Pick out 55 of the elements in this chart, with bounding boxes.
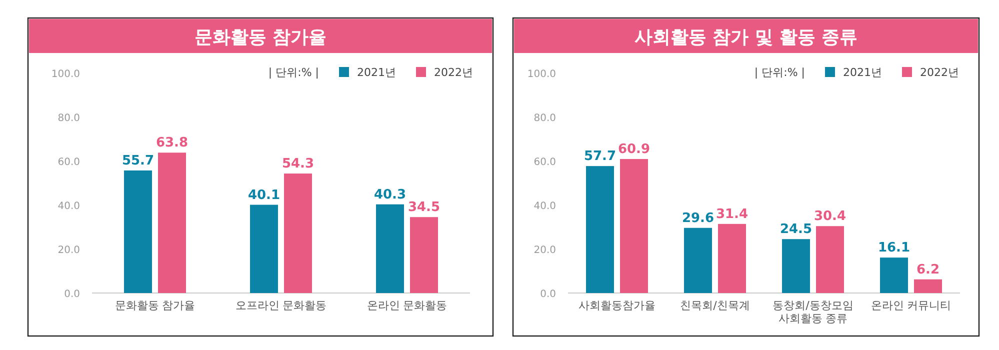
data-label: 16.1 (878, 240, 910, 256)
y-tick-label: 80.0 (58, 113, 80, 124)
legend-label: 2021년 (843, 66, 882, 79)
data-label: 24.5 (780, 222, 812, 238)
x-tick-label: 동창회/동창모임 사회활동 종류 (772, 299, 854, 325)
legend-label: 2022년 (920, 66, 959, 79)
x-tick-label: 오프라인 문화활동 (235, 299, 327, 312)
bar (158, 152, 186, 293)
x-tick-label: 온라인 커뮤니티 (870, 299, 952, 312)
legend-label: 2022년 (434, 66, 473, 79)
y-tick-label: 40.0 (58, 201, 80, 212)
x-tick-label: 문화활동 참가율 (114, 299, 196, 312)
y-tick-label: 100.0 (51, 69, 80, 80)
data-label: 6.2 (916, 262, 940, 278)
data-label: 29.6 (682, 210, 714, 226)
data-label: 30.4 (814, 209, 846, 224)
annotation: | 단위:% | (268, 66, 319, 79)
data-label: 57.7 (584, 149, 616, 164)
y-tick-label: 60.0 (534, 157, 556, 168)
bar (914, 279, 942, 293)
bar (684, 228, 712, 293)
bar (718, 224, 746, 293)
y-tick-label: 20.0 (534, 245, 556, 256)
data-label: 34.5 (408, 200, 440, 216)
chart-title: 문화활동 참가율 (194, 27, 327, 48)
bar (376, 204, 404, 293)
data-label: 40.3 (374, 187, 406, 202)
bar (880, 258, 908, 293)
y-tick-label: 20.0 (58, 245, 80, 256)
y-tick-label: 0.0 (540, 289, 556, 300)
bar (782, 239, 810, 293)
y-tick-label: 60.0 (58, 157, 80, 168)
data-label: 31.4 (716, 206, 748, 222)
y-tick-label: 100.0 (527, 69, 556, 80)
bar (250, 204, 278, 293)
bar (284, 174, 312, 293)
y-tick-label: 0.0 (64, 289, 80, 300)
bar (620, 159, 648, 293)
y-tick-label: 80.0 (534, 113, 556, 124)
data-label: 40.1 (248, 188, 280, 203)
bar (586, 166, 614, 293)
x-tick-label: 온라인 문화활동 (366, 299, 448, 312)
data-label: 55.7 (122, 153, 154, 168)
bar (124, 170, 152, 293)
chart-title: 사회활동 참가 및 활동 종류 (634, 27, 858, 48)
data-label: 63.8 (156, 136, 188, 151)
data-label: 60.9 (618, 142, 650, 158)
bar (816, 226, 844, 293)
x-tick-label: 사회활동참가율 (578, 299, 656, 312)
legend-label: 2021년 (357, 66, 396, 79)
bar (410, 217, 438, 293)
data-label: 54.3 (282, 156, 314, 172)
annotation: | 단위:% | (754, 66, 805, 79)
x-tick-label: 친목회/친목계 (680, 299, 750, 312)
y-tick-label: 40.0 (534, 201, 556, 212)
